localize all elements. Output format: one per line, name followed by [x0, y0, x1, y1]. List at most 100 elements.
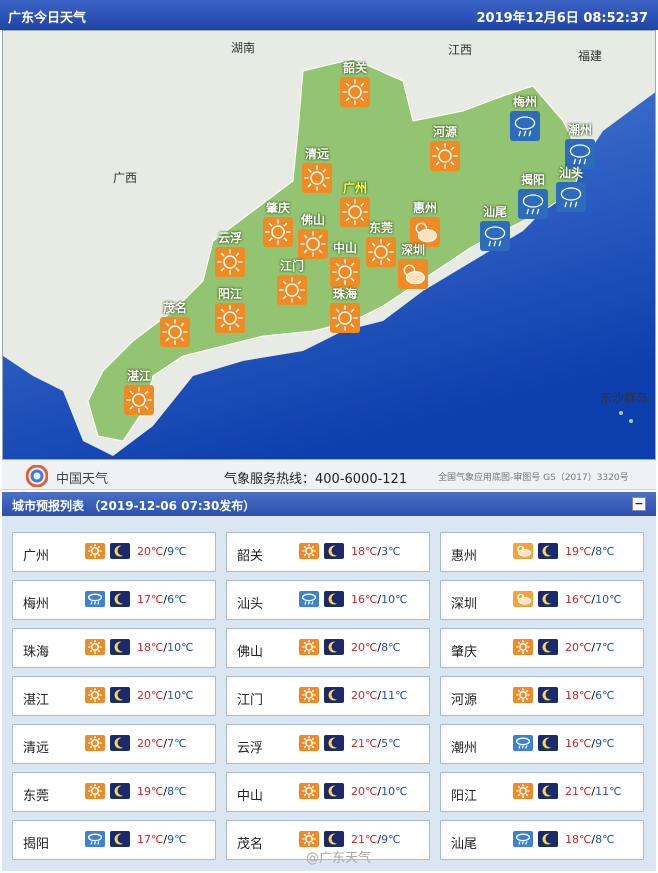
map-city-marker[interactable]: 茂名: [157, 299, 193, 347]
temperature-range: 20℃/9℃: [137, 545, 187, 558]
map-city-marker[interactable]: 梅州: [507, 93, 543, 141]
map-city-marker[interactable]: 东莞: [363, 219, 399, 267]
low-temp: 10℃: [167, 689, 194, 702]
map-city-marker[interactable]: 江门: [274, 257, 310, 305]
city-name: 河源: [451, 693, 478, 708]
map-city-name: 江门: [279, 259, 304, 273]
region-label: 湖南: [231, 41, 256, 55]
map-city-marker[interactable]: 佛山: [295, 211, 331, 259]
watermark: @广东天气: [306, 851, 372, 866]
map-city-marker[interactable]: 汕尾: [477, 203, 513, 251]
high-temp: 16℃: [351, 593, 378, 606]
high-temp: 21℃: [351, 737, 378, 750]
map-city-marker[interactable]: 揭阳: [515, 171, 551, 219]
rain-icon: [480, 221, 510, 251]
map-city-name: 深圳: [400, 243, 425, 257]
datetime: 2019年12月6日 08:52:37: [476, 11, 648, 26]
page-header: 广东今日天气 2019年12月6日 08:52:37: [0, 0, 658, 30]
weather-map[interactable]: 湖南 江西 福建 广西 东沙群岛 韶关 河源 梅州 潮州 清远 广州 肇庆 佛山 惠州 揭阳 汕头汕…: [2, 30, 656, 460]
high-temp: 18℃: [565, 689, 592, 702]
sun-icon: [124, 385, 154, 415]
map-city-marker[interactable]: 广州: [337, 179, 373, 227]
rain-icon: [510, 111, 540, 141]
low-temp: 5℃: [381, 737, 401, 750]
city-forecast-card[interactable]: 揭阳 17℃/9℃: [12, 820, 216, 860]
high-temp: 17℃: [137, 593, 164, 606]
city-forecast-card[interactable]: 清远 20℃/7℃: [12, 724, 216, 764]
map-footer: 中国天气 气象服务热线：400-6000-121 全国气象应用底图-审图号 GS…: [2, 460, 656, 490]
map-city-marker[interactable]: 潮州: [562, 121, 598, 169]
rain-icon: [85, 831, 105, 847]
map-city-name: 汕尾: [482, 205, 507, 219]
map-city-name: 东莞: [368, 221, 393, 235]
collapse-button[interactable]: −: [632, 497, 646, 511]
city-forecast-card[interactable]: 东莞 19℃/8℃: [12, 772, 216, 812]
moon-icon: [324, 543, 344, 559]
city-forecast-card[interactable]: 阳江 21℃/11℃: [440, 772, 644, 812]
map-city-marker[interactable]: 肇庆: [260, 199, 296, 247]
sun-icon: [302, 163, 332, 193]
sun-icon: [85, 543, 105, 559]
moon-icon: [538, 831, 558, 847]
map-city-marker[interactable]: 清远: [299, 145, 335, 193]
temperature-range: 17℃/6℃: [137, 593, 187, 606]
sun-icon: [330, 257, 360, 287]
city-forecast-card[interactable]: 河源 18℃/6℃: [440, 676, 644, 716]
map-city-marker[interactable]: 中山: [327, 239, 363, 287]
city-forecast-card[interactable]: 佛山 20℃/8℃: [226, 628, 430, 668]
city-forecast-card[interactable]: 惠州 19℃/8℃: [440, 532, 644, 572]
map-city-marker[interactable]: 河源: [427, 123, 463, 171]
map-city-marker[interactable]: 惠州: [407, 199, 443, 247]
moon-icon: [110, 831, 130, 847]
sun-icon: [430, 141, 460, 171]
sun-icon: [263, 217, 293, 247]
moon-icon: [538, 591, 558, 607]
city-name: 广州: [23, 549, 50, 564]
temperature-range: 16℃/10℃: [351, 593, 408, 606]
map-city-marker[interactable]: 汕头: [553, 164, 589, 212]
rain-icon: [518, 189, 548, 219]
city-name: 湛江: [23, 693, 50, 708]
city-forecast-card[interactable]: 汕头 16℃/10℃: [226, 580, 430, 620]
high-temp: 20℃: [351, 641, 378, 654]
map-city-marker[interactable]: 珠海: [327, 285, 363, 333]
city-forecast-card[interactable]: 云浮 21℃/5℃: [226, 724, 430, 764]
sun-icon: [298, 229, 328, 259]
map-city-marker[interactable]: 阳江: [212, 285, 248, 333]
cloudy-icon: [513, 591, 533, 607]
city-forecast-card[interactable]: 深圳 16℃/10℃: [440, 580, 644, 620]
temperature-range: 16℃/9℃: [565, 737, 615, 750]
city-forecast-card[interactable]: 梅州 17℃/6℃: [12, 580, 216, 620]
city-forecast-card[interactable]: 潮州 16℃/9℃: [440, 724, 644, 764]
cloudy-icon: [410, 217, 440, 247]
temperature-range: 20℃/11℃: [351, 689, 408, 702]
city-forecast-card[interactable]: 茂名 21℃/9℃: [226, 820, 430, 860]
temperature-range: 20℃/8℃: [351, 641, 401, 654]
moon-icon: [538, 687, 558, 703]
map-city-name: 梅州: [512, 95, 537, 109]
city-forecast-card[interactable]: 广州 20℃/9℃: [12, 532, 216, 572]
city-forecast-card[interactable]: 肇庆 20℃/7℃: [440, 628, 644, 668]
low-temp: 3℃: [381, 545, 401, 558]
city-forecast-card[interactable]: 汕尾 18℃/8℃: [440, 820, 644, 860]
temperature-range: 16℃/10℃: [565, 593, 622, 606]
city-forecast-card[interactable]: 中山 20℃/10℃: [226, 772, 430, 812]
sun-icon: [299, 543, 319, 559]
city-name: 云浮: [237, 741, 264, 756]
city-forecast-card[interactable]: 江门 20℃/11℃: [226, 676, 430, 716]
city-forecast-card[interactable]: 湛江 20℃/10℃: [12, 676, 216, 716]
low-temp: 11℃: [595, 785, 622, 798]
map-city-name: 佛山: [300, 213, 325, 227]
high-temp: 20℃: [137, 689, 164, 702]
temperature-range: 18℃/8℃: [565, 833, 615, 846]
map-city-marker[interactable]: 湛江: [121, 367, 157, 415]
city-forecast-card[interactable]: 珠海 18℃/10℃: [12, 628, 216, 668]
city-forecast-card[interactable]: 韶关 18℃/3℃: [226, 532, 430, 572]
map-city-name: 清远: [304, 147, 329, 161]
temperature-range: 21℃/11℃: [565, 785, 622, 798]
moon-icon: [110, 783, 130, 799]
map-city-marker[interactable]: 云浮: [212, 229, 248, 277]
map-city-marker[interactable]: 韶关: [337, 59, 373, 107]
map-city-marker[interactable]: 深圳: [395, 241, 431, 289]
region-label: 广西: [113, 171, 138, 185]
